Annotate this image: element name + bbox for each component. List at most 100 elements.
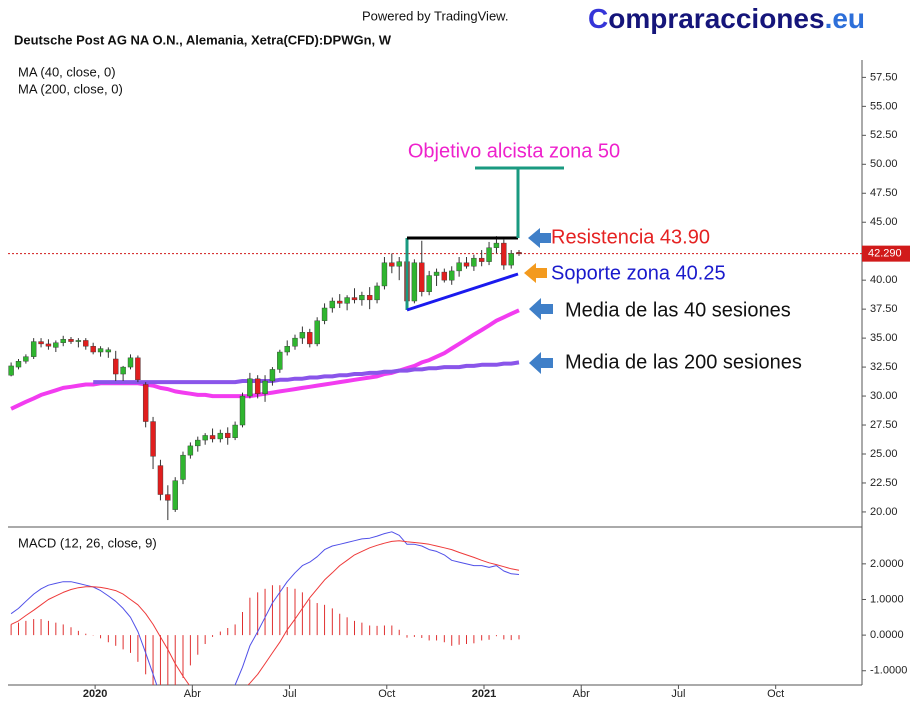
candle-body [396,261,402,267]
candle-body [516,252,522,254]
candle-body [97,348,104,353]
x-tick-label: Abr [184,688,201,700]
candle-body [90,346,96,353]
chart-title: Deutsche Post AG NA O.N., Alemania, Xetr… [14,32,392,47]
powered-by: Powered by TradingView. [362,8,508,23]
y-tick-label: 50.00 [870,158,898,170]
candle-body [486,247,492,262]
candle-body [389,262,395,267]
macd-line [10,531,520,685]
annotation: Media de las 40 sesiones [565,299,791,321]
candle-body [157,465,164,495]
x-tick-label: Oct [767,688,784,700]
annotation: Soporte zona 40.25 [551,262,726,284]
arrow [529,298,553,320]
candle-body [471,257,477,267]
y-tick-label: 2.0000 [870,558,904,570]
y-tick-label: 32.50 [870,361,898,373]
candle-body [23,356,29,362]
candle-body [299,332,306,339]
candle-body [225,432,231,438]
candle-body [53,342,59,348]
brand-initial: C [588,3,608,34]
candle-body [426,275,432,292]
y-tick-label: -1.0000 [870,665,907,677]
annotations: Objetivo alcista zona 50 Resistencia 43.… [405,140,802,374]
candle-body [351,297,358,301]
candle-body [508,253,514,266]
y-tick-label: 25.00 [870,448,898,460]
macd-line [10,540,520,685]
candle-body [501,242,507,266]
legend-ma200: MA (200, close, 0) [18,81,123,96]
y-tick-label: 57.50 [870,71,898,83]
candle-body [374,285,380,301]
candle-body [232,424,238,438]
candle-body [239,395,246,426]
candle-body [254,378,261,394]
candle-body [493,242,500,248]
candle-body [366,295,373,301]
candle-body [127,357,134,368]
candle-body [269,369,276,382]
annotation: Resistencia 43.90 [551,226,710,248]
candle-body [381,262,388,287]
candle-body [15,361,22,368]
candle-body [463,262,470,267]
plot: 20.00 22.50 25.00 27.50 30.00 32.50 35.00 37.50… [8,71,910,700]
x-tick-label: Abr [573,688,590,700]
arrow [529,352,553,374]
candle-body [105,349,112,353]
candle-body [449,270,455,281]
candle-body [337,300,343,304]
x-tick-label: Jul [671,688,685,700]
candle-body [180,454,186,480]
last-price-label: 42.290 [868,248,902,260]
candle-body [321,307,328,321]
x-tick-label: Jul [283,688,297,700]
support-line [406,272,519,312]
candle-body [172,480,178,510]
candle-body [38,341,44,345]
y-tick-label: 22.50 [870,477,898,489]
candle-body [433,271,440,276]
moving-average [93,360,520,385]
candle-body [187,445,194,456]
candle-body [292,337,298,347]
y-tick-label: 30.00 [870,390,898,402]
brand: Compraracciones.eu [588,3,865,34]
y-tick-label: 40.00 [870,274,898,286]
annotation: Media de las 200 sesiones [565,351,802,373]
y-tick-label: 45.00 [870,216,898,228]
candle-body [262,380,268,394]
candle-body [113,358,119,375]
arrow [524,263,547,283]
candle-body [247,378,253,397]
candle-body [411,262,418,302]
candle-body [307,332,313,345]
brand-suffix: .eu [825,3,865,34]
candle-body [195,439,201,447]
candle-body [120,366,126,375]
annotation: Objetivo alcista zona 50 [408,140,620,162]
y-tick-label: 37.50 [870,303,898,315]
y-tick-label: 52.50 [870,129,898,141]
candle-body [277,351,283,370]
candle-body [456,262,462,272]
candle-body [359,295,365,301]
y-tick-label: 20.00 [870,506,898,518]
y-tick-label: 35.00 [870,332,898,344]
candle-body [75,340,82,342]
candle-body [202,435,208,441]
y-tick-label: 1.0000 [870,593,904,605]
legend-ma40: MA (40, close, 0) [18,64,116,79]
candle-body [217,432,224,440]
candle-body [209,435,216,440]
candle-body [284,346,290,353]
arrow [528,228,551,248]
x-tick-label: 2020 [83,688,107,700]
y-tick-label: 47.50 [870,187,898,199]
candle-body [150,421,156,457]
x-tick-label: Oct [378,688,395,700]
